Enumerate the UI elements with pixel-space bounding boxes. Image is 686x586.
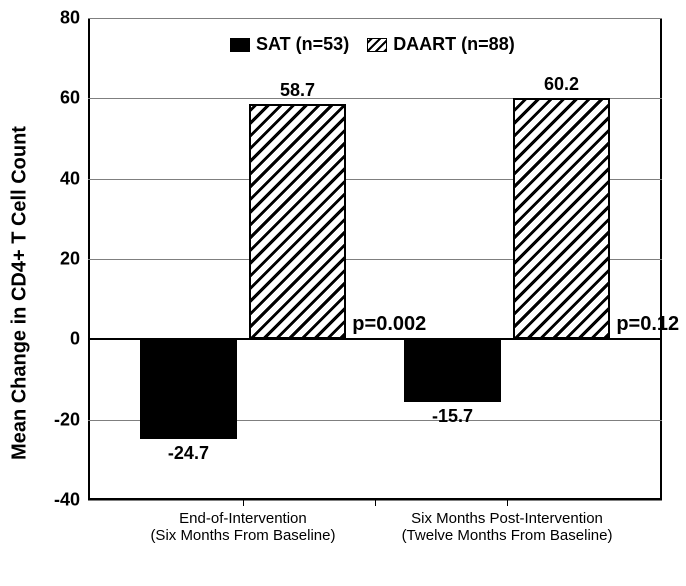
x-category-line2: (Twelve Months From Baseline) — [402, 527, 613, 544]
y-tick-label: 60 — [60, 88, 88, 109]
x-tick-mark — [507, 500, 508, 506]
x-category-line1: Six Months Post-Intervention — [411, 510, 603, 527]
gridline — [88, 18, 662, 19]
x-category-label: End-of-Intervention(Six Months From Base… — [150, 510, 335, 544]
legend-swatch-hatch — [367, 38, 387, 52]
legend-swatch-solid — [230, 38, 250, 52]
x-category-line2: (Six Months From Baseline) — [150, 527, 335, 544]
chart-container: Mean Change in CD4+ T Cell Count -40 -20 0… — [0, 0, 686, 586]
plot-area: -40-20020406080-24.758.7p=0.002-15.760.2… — [88, 18, 662, 500]
legend-item: SAT (n=53) — [230, 34, 349, 55]
bar-sat — [404, 339, 502, 402]
legend: SAT (n=53) DAART (n=88) — [230, 34, 515, 55]
bar-value-label: 58.7 — [280, 80, 315, 101]
bar-daart — [249, 104, 347, 340]
bar-value-label: 60.2 — [544, 74, 579, 95]
bar-sat — [140, 339, 238, 438]
p-value-label: p=0.002 — [352, 313, 426, 336]
bar-daart — [513, 98, 611, 340]
y-axis-label: Mean Change in CD4+ T Cell Count — [9, 126, 32, 460]
p-value-label: p=0.12 — [616, 313, 679, 336]
bar-value-label: -15.7 — [432, 406, 473, 427]
legend-label: SAT (n=53) — [256, 34, 349, 55]
x-tick-mark — [375, 500, 376, 506]
y-tick-label: -40 — [54, 490, 88, 511]
y-tick-label: 80 — [60, 8, 88, 29]
y-tick-label: 20 — [60, 249, 88, 270]
bar-value-label: -24.7 — [168, 443, 209, 464]
legend-label: DAART (n=88) — [393, 34, 515, 55]
y-tick-label: 40 — [60, 168, 88, 189]
x-tick-mark — [243, 500, 244, 506]
y-tick-label: -20 — [54, 409, 88, 430]
x-category-label: Six Months Post-Intervention(Twelve Mont… — [402, 510, 613, 544]
y-tick-label: 0 — [70, 329, 88, 350]
x-category-line1: End-of-Intervention — [179, 510, 307, 527]
legend-item: DAART (n=88) — [367, 34, 515, 55]
